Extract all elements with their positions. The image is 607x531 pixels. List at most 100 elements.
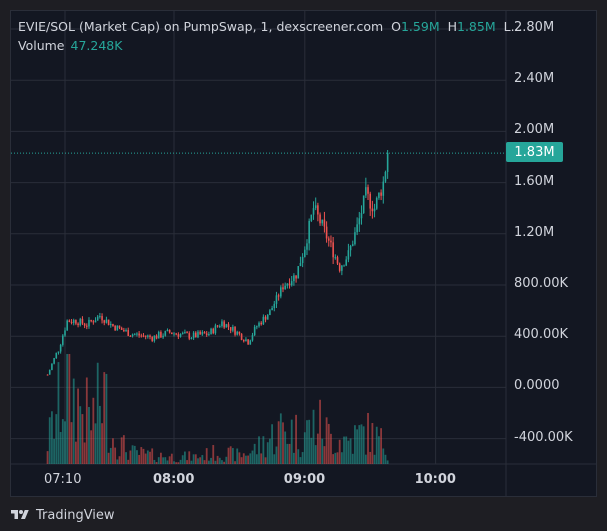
candle-body <box>212 328 215 334</box>
candle <box>79 317 82 327</box>
candle-body <box>304 249 306 257</box>
candle-body <box>286 283 289 286</box>
candle-body <box>288 283 291 286</box>
candle-body <box>92 321 95 323</box>
volume-bar <box>131 445 134 464</box>
candle <box>96 315 99 321</box>
candle <box>310 214 313 223</box>
volume-bar <box>118 456 121 464</box>
volume-bar <box>162 457 164 464</box>
volume-bar <box>295 414 297 464</box>
candle <box>319 212 321 226</box>
volume-bar <box>136 450 138 464</box>
volume-bar <box>369 451 372 464</box>
candle <box>81 316 84 326</box>
candle-body <box>382 181 385 196</box>
candle-body <box>227 324 230 328</box>
candle <box>190 337 193 340</box>
candle-body <box>253 326 256 336</box>
volume-bar <box>164 457 167 464</box>
volume-bar <box>360 424 363 464</box>
volume-bar <box>325 417 328 464</box>
volume-bar <box>146 450 149 464</box>
volume-bar <box>251 450 254 464</box>
candle <box>70 319 73 325</box>
volume-bar <box>253 443 256 464</box>
candle <box>236 330 239 336</box>
candle <box>218 324 221 329</box>
volume-bar <box>88 407 90 464</box>
candle <box>301 253 304 268</box>
candle-body <box>51 363 53 370</box>
candle <box>338 262 341 273</box>
candle <box>55 352 58 359</box>
candle-body <box>201 332 204 335</box>
candle <box>164 330 167 337</box>
candle-body <box>123 329 125 332</box>
candle-body <box>306 243 308 250</box>
volume-bar <box>303 432 306 464</box>
candle-body <box>371 208 374 212</box>
volume-bar <box>68 354 71 464</box>
candle <box>360 205 363 225</box>
candle-body <box>293 275 295 282</box>
candle-body <box>136 333 138 335</box>
volume-bar <box>186 460 188 464</box>
volume-bar <box>55 414 58 464</box>
candle <box>147 334 149 339</box>
candle <box>306 239 308 256</box>
candle <box>109 321 112 328</box>
candle-body <box>105 319 108 323</box>
candle-body <box>162 335 164 338</box>
candle-body <box>59 344 62 352</box>
volume-bar <box>157 457 160 464</box>
volume-bar <box>98 405 101 464</box>
candle <box>88 317 90 329</box>
price-chart-svg[interactable] <box>11 11 597 497</box>
volume-bar <box>214 460 217 464</box>
candle <box>131 333 134 338</box>
candle <box>240 333 243 341</box>
candle-body <box>168 329 171 333</box>
candle-body <box>338 263 341 271</box>
volume-bar <box>103 372 106 464</box>
candle <box>343 264 345 267</box>
footer-brand[interactable]: TradingView <box>10 502 115 528</box>
candle-body <box>48 369 51 375</box>
candle <box>330 235 332 248</box>
candle-body <box>373 208 376 212</box>
legend-truncated: L... <box>503 19 523 34</box>
symbol-title[interactable]: EVIE/SOL (Market Cap) on PumpSwap, 1, de… <box>18 19 384 34</box>
candle-body <box>347 250 350 260</box>
candle-body <box>362 195 365 214</box>
volume-bar <box>194 454 197 464</box>
candle <box>195 331 197 338</box>
volume-label[interactable]: Volume <box>18 38 65 53</box>
chart-plot-area[interactable] <box>10 10 597 497</box>
volume-bar <box>299 457 302 464</box>
candle-body <box>125 330 127 332</box>
candle-body <box>312 208 315 215</box>
volume-bar <box>112 438 114 464</box>
candle-body <box>275 295 278 304</box>
volume-bar <box>72 378 75 464</box>
volume-bar <box>96 362 99 464</box>
candle <box>51 363 53 371</box>
candle <box>173 331 175 337</box>
candle <box>382 176 385 204</box>
candle-body <box>46 374 49 376</box>
candle <box>77 322 79 328</box>
candle-body <box>109 323 112 326</box>
candle <box>142 333 145 338</box>
candle <box>378 192 380 200</box>
candle <box>86 323 88 330</box>
candle-body <box>367 187 369 194</box>
volume-bar <box>380 428 382 464</box>
candle <box>112 323 114 327</box>
candle-body <box>103 320 106 323</box>
volume-bar <box>51 411 53 464</box>
candle-body <box>247 339 249 345</box>
volume-bar <box>327 423 330 464</box>
candle <box>75 319 77 326</box>
candle-body <box>314 205 317 209</box>
